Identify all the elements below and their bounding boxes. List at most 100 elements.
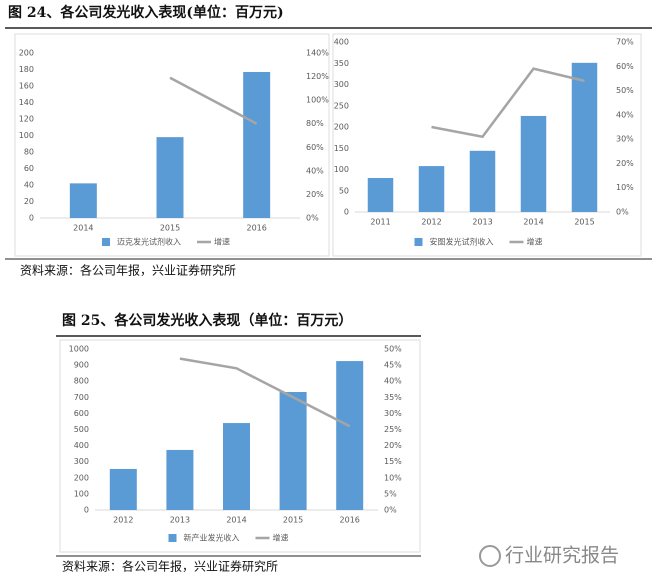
x-tick-label: 2016: [340, 516, 360, 525]
x-tick-label: 2011: [370, 218, 390, 227]
y-tick-label: 100: [334, 165, 349, 174]
y2-tick-label: 5%: [384, 489, 397, 498]
y2-tick-label: 140%: [306, 49, 329, 58]
x-tick-label: 2013: [170, 516, 190, 525]
bar: [156, 137, 184, 218]
y2-tick-label: 60%: [306, 143, 324, 152]
legend-label: 增速: [214, 237, 230, 247]
bar: [109, 468, 137, 510]
y2-tick-label: 80%: [306, 119, 324, 128]
y-tick-label: 160: [19, 82, 34, 91]
x-tick-label: 2014: [523, 218, 543, 227]
legend-swatch: [168, 534, 177, 542]
x-tick-label: 2015: [574, 218, 594, 227]
figure-title: 图 24、各公司发光收入表现(单位：百万元): [8, 4, 284, 21]
y-tick-label: 300: [74, 457, 89, 466]
source: 资料来源：各公司年报，兴业证券研究所: [20, 263, 236, 278]
y-tick-label: 200: [334, 123, 349, 132]
y-tick-label: 50: [339, 186, 349, 195]
y-tick-label: 40: [24, 181, 34, 190]
x-tick-label: 2012: [113, 516, 133, 525]
legend-label: 增速: [273, 533, 289, 543]
x-tick-label: 2014: [226, 516, 246, 525]
y-tick-label: 0: [29, 214, 34, 223]
bar: [571, 62, 598, 213]
chart-frame: [332, 33, 642, 257]
y2-tick-label: 35%: [384, 393, 402, 402]
growth-line: [179, 357, 351, 428]
y2-tick-label: 25%: [384, 425, 402, 434]
y-tick-label: 1000: [69, 345, 89, 354]
y-tick-label: 400: [334, 38, 349, 47]
figure-title: 图 25、各公司发光收入表现（单位：百万元）: [62, 312, 352, 329]
y2-tick-label: 10%: [384, 473, 402, 482]
y2-tick-label: 20%: [616, 159, 634, 168]
y-tick-label: 150: [334, 144, 349, 153]
legend-swatch: [414, 238, 423, 246]
y-tick-label: 200: [74, 473, 89, 482]
bar: [243, 71, 271, 218]
legend-label: 增速: [527, 237, 543, 247]
x-tick-label: 2014: [73, 224, 93, 233]
y-tick-label: 400: [74, 441, 89, 450]
y2-tick-label: 40%: [384, 377, 402, 386]
y-tick-label: 60: [24, 164, 34, 173]
x-tick-label: 2012: [421, 218, 441, 227]
legend-label: 新产业发光收入: [184, 533, 240, 543]
legend-swatch: [102, 238, 110, 246]
x-tick-label: 2015: [160, 224, 180, 233]
y-tick-label: 20: [24, 197, 34, 206]
y2-tick-label: 100%: [306, 96, 329, 105]
y2-tick-label: 15%: [384, 457, 402, 466]
y-tick-label: 800: [74, 377, 89, 386]
bar: [279, 391, 307, 510]
bar: [69, 183, 97, 218]
y-tick-label: 200: [19, 49, 34, 58]
y-tick-label: 0: [84, 506, 89, 515]
bar: [336, 361, 364, 510]
bar: [367, 178, 394, 212]
y-tick-label: 500: [74, 425, 89, 434]
watermark-icon: [479, 545, 501, 567]
y2-tick-label: 40%: [306, 166, 324, 175]
y-tick-label: 900: [74, 361, 89, 370]
chart-frame: [14, 33, 330, 257]
x-tick-label: 2016: [246, 224, 266, 233]
y-tick-label: 350: [334, 59, 349, 68]
y-tick-label: 100: [74, 489, 89, 498]
chart-frame: [59, 339, 421, 553]
bar: [520, 115, 547, 212]
y-tick-label: 100: [19, 131, 34, 140]
y2-tick-label: 70%: [616, 38, 634, 47]
growth-line: [169, 76, 258, 125]
y-tick-label: 600: [74, 409, 89, 418]
bar: [418, 166, 445, 212]
y2-tick-label: 40%: [616, 110, 634, 119]
y2-tick-label: 50%: [616, 86, 634, 95]
y-tick-label: 120: [19, 115, 34, 124]
y2-tick-label: 0%: [616, 208, 629, 217]
y2-tick-label: 120%: [306, 72, 329, 81]
y-tick-label: 700: [74, 393, 89, 402]
bar: [469, 150, 496, 212]
growth-line: [431, 67, 585, 139]
y-tick-label: 0: [344, 208, 349, 217]
y2-tick-label: 0%: [384, 506, 397, 515]
bar: [166, 449, 194, 510]
legend-label: 迈克发光试剂收入: [117, 237, 181, 247]
y2-tick-label: 20%: [306, 190, 324, 199]
y2-tick-label: 30%: [384, 409, 402, 418]
y2-tick-label: 0%: [306, 214, 319, 223]
y2-tick-label: 30%: [616, 135, 634, 144]
source: 资料来源：各公司年报，兴业证券研究所: [62, 559, 278, 574]
y-tick-label: 300: [334, 80, 349, 89]
watermark: 行业研究报告: [505, 545, 619, 567]
y-tick-label: 80: [24, 148, 34, 157]
x-tick-label: 2013: [472, 218, 492, 227]
x-tick-label: 2015: [283, 516, 303, 525]
y-tick-label: 140: [19, 98, 34, 107]
y2-tick-label: 20%: [384, 441, 402, 450]
y2-tick-label: 10%: [616, 183, 634, 192]
y2-tick-label: 50%: [384, 345, 402, 354]
